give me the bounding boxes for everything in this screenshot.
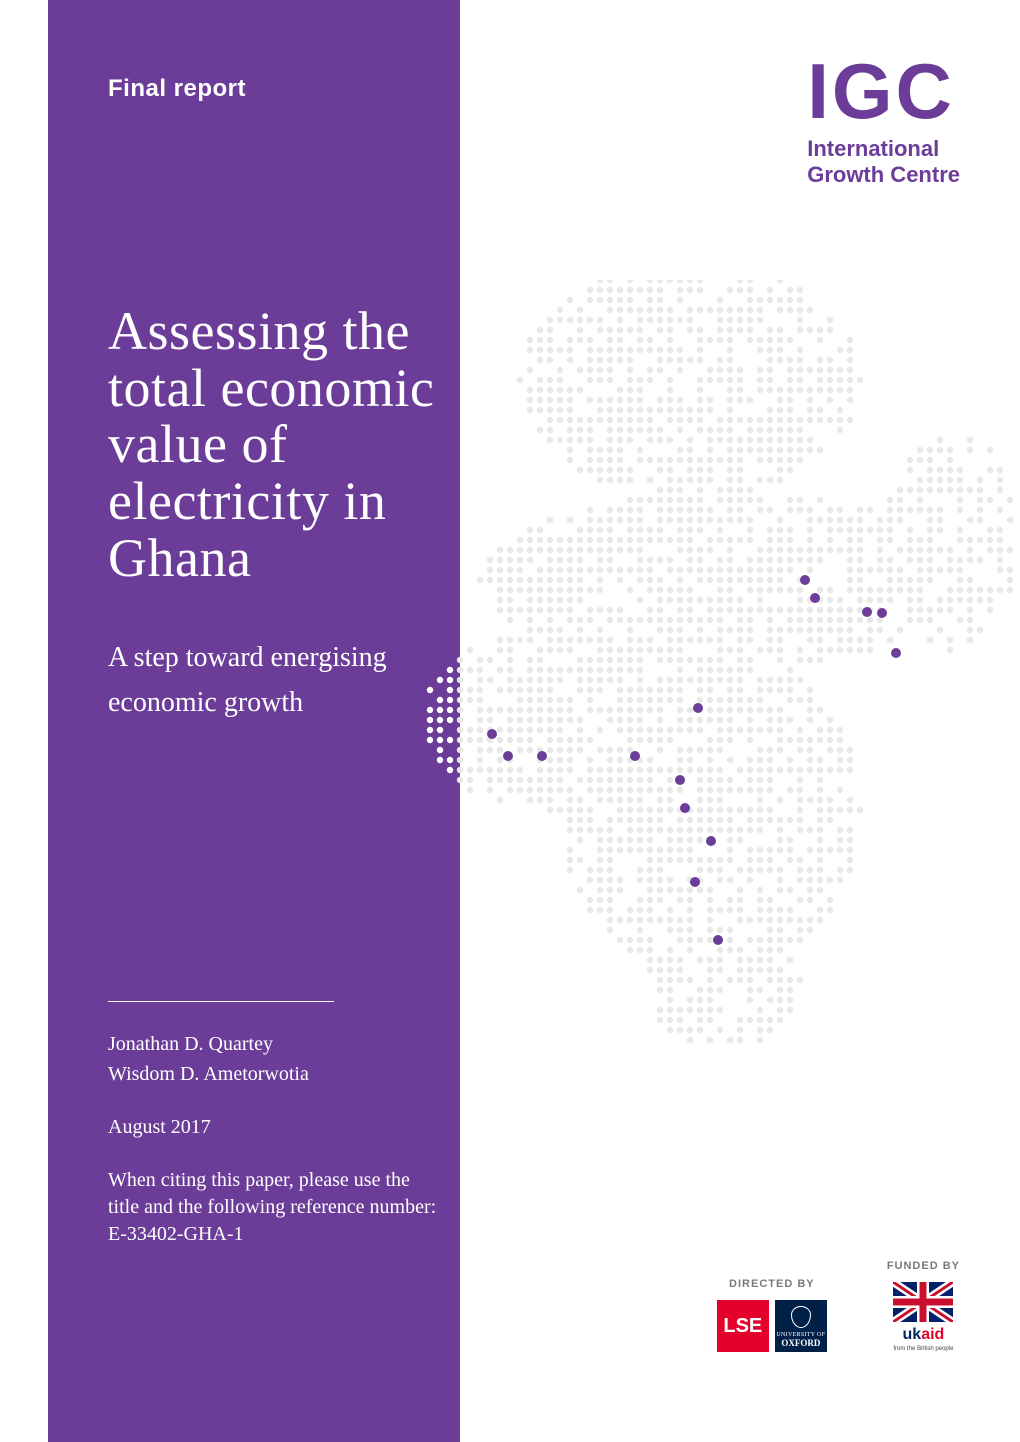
cover-content-column: Final report Assessing the total economi… [108, 75, 438, 1248]
igc-name-line-2: Growth Centre [807, 162, 960, 187]
report-subtitle: A step toward energising economic growth [108, 636, 438, 726]
citation-block: When citing this paper, please use the t… [108, 1167, 438, 1248]
authors-block: Jonathan D. Quartey Wisdom D. Ametorwoti… [108, 1030, 438, 1088]
author-1: Jonathan D. Quartey [108, 1030, 438, 1058]
author-2: Wisdom D. Ametorwotia [108, 1060, 438, 1088]
ukaid-tagline: from the British people [893, 1346, 953, 1352]
igc-letter-c: C [896, 58, 949, 124]
citation-text: When citing this paper, please use the t… [108, 1169, 436, 1218]
igc-name-line-1: International [807, 136, 960, 161]
igc-letter-i: I [807, 58, 826, 124]
map-highlight-south_asia_4 [877, 608, 887, 618]
funded-by-block: FUNDED BY ukaid from the British people [887, 1260, 960, 1352]
map-highlight-west_africa_4 [630, 751, 640, 761]
map-highlight-west_africa_3 [537, 751, 547, 761]
map-highlight-east_africa_5 [690, 877, 700, 887]
map-highlight-east_africa_1 [693, 703, 703, 713]
divider-line [108, 1001, 334, 1002]
ukaid-flag-icon [893, 1282, 953, 1322]
funded-by-label: FUNDED BY [887, 1260, 960, 1272]
world-dot-map [390, 280, 1020, 1080]
igc-logo: I G C International Growth Centre [807, 58, 960, 187]
map-highlight-south_asia_3 [862, 607, 872, 617]
map-highlight-south_asia_5 [891, 648, 901, 658]
map-highlight-southern_africa_1 [713, 935, 723, 945]
oxford-crest-icon [791, 1306, 811, 1328]
igc-logo-acronym: I G C [807, 58, 960, 124]
igc-letter-g: G [832, 58, 890, 124]
directed-by-block: DIRECTED BY LSE UNIVERSITY OF OXFORD [717, 1278, 827, 1352]
map-highlight-east_africa_4 [706, 836, 716, 846]
oxford-text-2: OXFORD [781, 1338, 820, 1348]
map-highlight-east_africa_2 [675, 775, 685, 785]
lse-logo: LSE [717, 1300, 769, 1352]
map-highlight-west_africa_1 [487, 729, 497, 739]
map-highlight-south_asia_1 [800, 575, 810, 585]
citation-reference-number: E-33402-GHA-1 [108, 1223, 244, 1245]
map-highlight-ghana [503, 751, 513, 761]
directed-by-label: DIRECTED BY [717, 1278, 827, 1290]
map-highlight-south_asia_2 [810, 593, 820, 603]
report-type-label: Final report [108, 75, 438, 103]
ukaid-logo-text: ukaid [903, 1326, 945, 1344]
attribution-badges: DIRECTED BY LSE UNIVERSITY OF OXFORD FUN… [717, 1260, 960, 1352]
report-title: Assessing the total economic value of el… [108, 303, 438, 586]
igc-logo-fullname: International Growth Centre [807, 136, 960, 187]
oxford-logo: UNIVERSITY OF OXFORD [775, 1300, 827, 1352]
map-highlight-east_africa_3 [680, 803, 690, 813]
publication-date: August 2017 [108, 1116, 438, 1139]
